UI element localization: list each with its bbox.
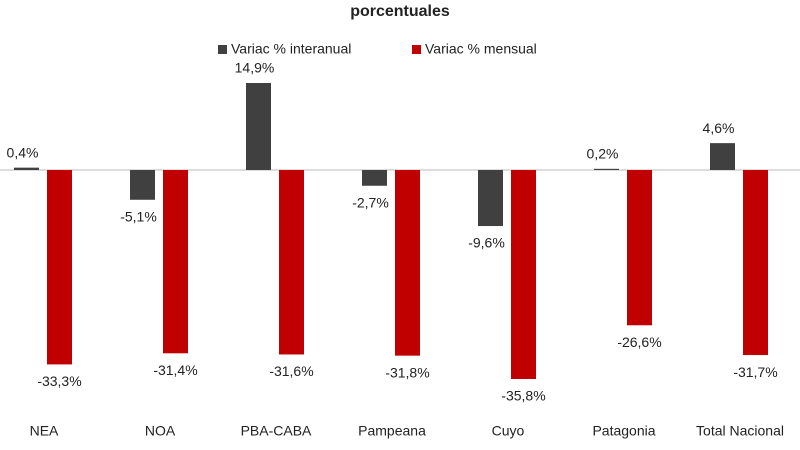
- data-label: -31,6%: [269, 363, 313, 379]
- legend-swatch: [218, 45, 227, 54]
- data-label: -2,7%: [352, 194, 389, 210]
- data-label: 0,2%: [587, 146, 619, 162]
- bar: [743, 169, 768, 356]
- bar: [14, 167, 39, 170]
- legend-label: Variac % mensual: [425, 41, 537, 57]
- bar: [594, 168, 619, 170]
- data-label: 14,9%: [235, 60, 275, 76]
- bar: [627, 169, 652, 326]
- x-tick-label: Total Nacional: [696, 423, 784, 439]
- bar: [511, 169, 536, 379]
- legend-swatch: [412, 45, 421, 54]
- data-label: -35,8%: [501, 388, 545, 404]
- x-tick-label: NOA: [145, 423, 176, 439]
- data-label: -31,8%: [385, 364, 429, 380]
- data-label: 0,4%: [7, 144, 39, 160]
- bar: [163, 169, 188, 354]
- bar: [246, 83, 271, 170]
- x-tick-label: Pampeana: [358, 423, 426, 439]
- x-tick-label: Patagonia: [592, 423, 655, 439]
- bar: [279, 169, 304, 355]
- chart-title: porcentuales: [350, 3, 450, 20]
- bar: [395, 169, 420, 356]
- bar: [130, 169, 155, 200]
- data-label: -5,1%: [120, 208, 157, 224]
- data-label: -26,6%: [617, 334, 661, 350]
- x-tick-label: Cuyo: [492, 423, 525, 439]
- x-tick-label: PBA-CABA: [241, 423, 312, 439]
- data-label: -9,6%: [468, 235, 505, 251]
- bar: [478, 169, 503, 227]
- bar: [710, 143, 735, 170]
- bar: [47, 169, 72, 365]
- data-label: -33,3%: [37, 373, 81, 389]
- data-label: 4,6%: [703, 120, 735, 136]
- data-label: -31,7%: [733, 364, 777, 380]
- data-label: -31,4%: [153, 362, 197, 378]
- bar: [362, 169, 387, 186]
- x-tick-label: NEA: [30, 423, 59, 439]
- legend-label: Variac % interanual: [231, 41, 351, 57]
